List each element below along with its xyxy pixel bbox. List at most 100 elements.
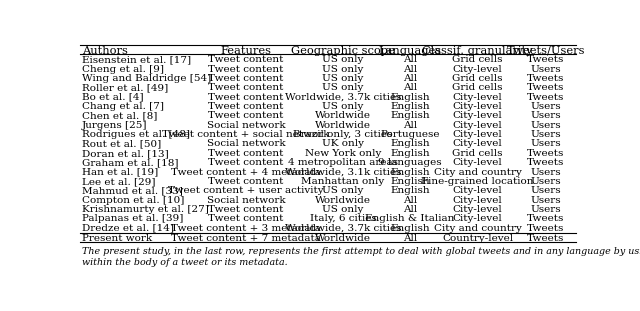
Text: Users: Users (531, 139, 561, 148)
Text: Tweets: Tweets (527, 214, 564, 223)
Text: US only: US only (322, 83, 364, 92)
Text: Brazil only, 3 cities: Brazil only, 3 cities (293, 130, 392, 139)
Text: Tweets: Tweets (527, 74, 564, 83)
Text: Social network: Social network (207, 121, 285, 130)
Text: US only: US only (322, 55, 364, 64)
Text: Worldwide, 3.7k cities: Worldwide, 3.7k cities (285, 93, 401, 102)
Text: UK only: UK only (322, 139, 364, 148)
Text: Wing and Baldridge [54]: Wing and Baldridge [54] (82, 74, 211, 83)
Text: Grid cells: Grid cells (452, 83, 503, 92)
Text: New York only: New York only (305, 149, 381, 158)
Text: Cheng et al. [9]: Cheng et al. [9] (82, 65, 164, 74)
Text: Bo et al. [4]: Bo et al. [4] (82, 93, 143, 102)
Text: Mahmud et al. [33]: Mahmud et al. [33] (82, 186, 183, 195)
Text: Worldwide: Worldwide (315, 121, 371, 130)
Text: Tweet content: Tweet content (209, 111, 284, 120)
Text: Krishnamurty et al. [27]: Krishnamurty et al. [27] (82, 205, 209, 214)
Text: Tweet content: Tweet content (209, 177, 284, 186)
Text: Eisenstein et al. [17]: Eisenstein et al. [17] (82, 55, 191, 64)
Text: Tweet content + 3 metadata: Tweet content + 3 metadata (172, 224, 321, 233)
Text: Present work: Present work (82, 234, 152, 243)
Text: English: English (390, 111, 429, 120)
Text: English: English (390, 93, 429, 102)
Text: Worldwide, 3.7k cities: Worldwide, 3.7k cities (285, 224, 401, 233)
Text: City and country: City and country (434, 224, 522, 233)
Text: Tweet content: Tweet content (209, 149, 284, 158)
Text: Users: Users (531, 168, 561, 177)
Text: Tweet content: Tweet content (209, 102, 284, 111)
Text: Italy, 6 cities: Italy, 6 cities (310, 214, 376, 223)
Text: All: All (403, 65, 417, 74)
Text: Users: Users (531, 121, 561, 130)
Text: Grid cells: Grid cells (452, 149, 503, 158)
Text: City-level: City-level (452, 121, 502, 130)
Text: Rodrigues et al. [48]: Rodrigues et al. [48] (82, 130, 190, 139)
Text: Compton et al. [10]: Compton et al. [10] (82, 196, 184, 205)
Text: Manhattan only: Manhattan only (301, 177, 385, 186)
Text: English: English (390, 102, 429, 111)
Text: All: All (403, 74, 417, 83)
Text: US only: US only (322, 205, 364, 214)
Text: Users: Users (531, 177, 561, 186)
Text: Chen et al. [8]: Chen et al. [8] (82, 111, 157, 120)
Text: Portuguese: Portuguese (380, 130, 440, 139)
Text: Features: Features (221, 46, 271, 56)
Text: English: English (390, 224, 429, 233)
Text: Tweet content: Tweet content (209, 205, 284, 214)
Text: Chang et al. [7]: Chang et al. [7] (82, 102, 164, 111)
Text: Users: Users (531, 196, 561, 205)
Text: Users: Users (531, 102, 561, 111)
Text: City-level: City-level (452, 139, 502, 148)
Text: Doran et al. [13]: Doran et al. [13] (82, 149, 169, 158)
Text: Grid cells: Grid cells (452, 74, 503, 83)
Text: Tweets: Tweets (527, 158, 564, 167)
Text: Tweet content + 7 metadata: Tweet content + 7 metadata (172, 234, 321, 243)
Text: Users: Users (531, 130, 561, 139)
Text: Worldwide: Worldwide (315, 196, 371, 205)
Text: City-level: City-level (452, 196, 502, 205)
Text: Tweets/Users: Tweets/Users (506, 46, 585, 56)
Text: Worldwide: Worldwide (315, 234, 371, 243)
Text: Tweets: Tweets (527, 83, 564, 92)
Text: Tweet content: Tweet content (209, 93, 284, 102)
Text: Fine-grained location: Fine-grained location (421, 177, 534, 186)
Text: City-level: City-level (452, 130, 502, 139)
Text: 9 languages: 9 languages (378, 158, 442, 167)
Text: Worldwide, 3.1k cities: Worldwide, 3.1k cities (285, 168, 401, 177)
Text: Tweet content + user activity: Tweet content + user activity (168, 186, 324, 195)
Text: Users: Users (531, 111, 561, 120)
Text: Tweet content + social network: Tweet content + social network (163, 130, 330, 139)
Text: City-level: City-level (452, 214, 502, 223)
Text: US only: US only (322, 186, 364, 195)
Text: Users: Users (531, 205, 561, 214)
Text: Users: Users (531, 186, 561, 195)
Text: Roller et al. [49]: Roller et al. [49] (82, 83, 168, 92)
Text: City-level: City-level (452, 158, 502, 167)
Text: Languages: Languages (378, 46, 442, 56)
Text: Users: Users (531, 65, 561, 74)
Text: Graham et al. [18]: Graham et al. [18] (82, 158, 179, 167)
Text: Tweet content: Tweet content (209, 214, 284, 223)
Text: Tweet content: Tweet content (209, 158, 284, 167)
Text: Worldwide: Worldwide (315, 111, 371, 120)
Text: Palpanas et al. [39]: Palpanas et al. [39] (82, 214, 183, 223)
Text: Social network: Social network (207, 196, 285, 205)
Text: US only: US only (322, 102, 364, 111)
Text: 4 metropolitan areas: 4 metropolitan areas (288, 158, 398, 167)
Text: English: English (390, 177, 429, 186)
Text: Tweets: Tweets (527, 224, 564, 233)
Text: City and country: City and country (434, 168, 522, 177)
Text: Han et al. [19]: Han et al. [19] (82, 168, 158, 177)
Text: Tweet content: Tweet content (209, 65, 284, 74)
Text: All: All (403, 55, 417, 64)
Text: City-level: City-level (452, 111, 502, 120)
Text: Tweet content + 4 metadata: Tweet content + 4 metadata (172, 168, 321, 177)
Text: Tweets: Tweets (527, 149, 564, 158)
Text: Jurgens [25]: Jurgens [25] (82, 121, 147, 130)
Text: All: All (403, 196, 417, 205)
Text: English: English (390, 149, 429, 158)
Text: English: English (390, 186, 429, 195)
Text: City-level: City-level (452, 65, 502, 74)
Text: City-level: City-level (452, 186, 502, 195)
Text: All: All (403, 121, 417, 130)
